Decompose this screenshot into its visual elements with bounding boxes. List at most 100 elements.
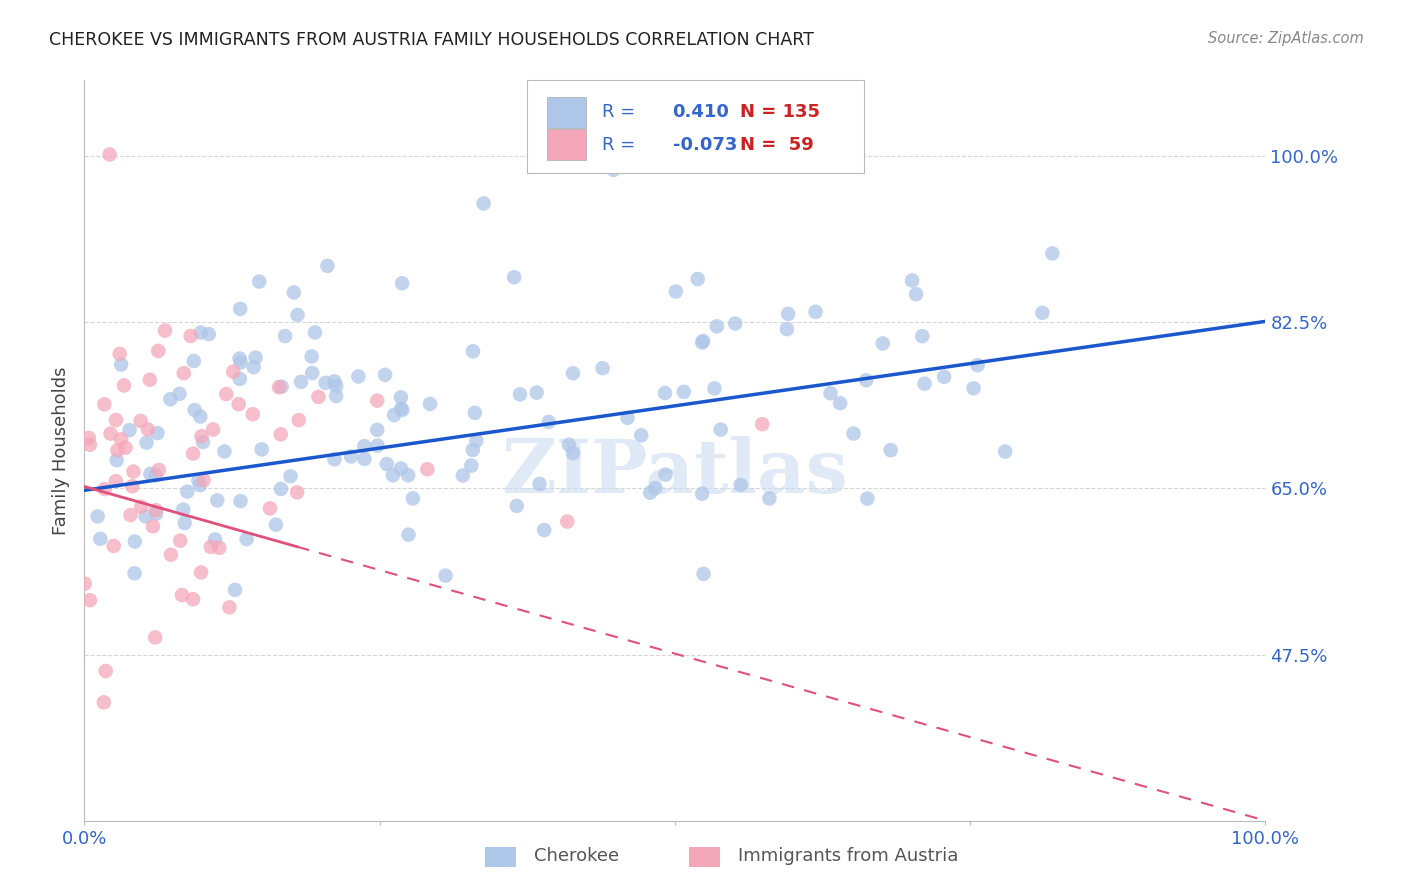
Point — [89, 532, 111, 546]
Point — [396, 468, 419, 483]
Point — [181, 446, 204, 460]
Point — [391, 277, 413, 291]
Point — [506, 499, 529, 513]
Point — [229, 301, 252, 316]
Point — [142, 519, 165, 533]
Point — [630, 428, 652, 442]
Point — [124, 566, 146, 581]
Point — [86, 509, 108, 524]
Point — [200, 540, 222, 554]
Point — [375, 457, 398, 471]
Point — [264, 517, 287, 532]
Point — [287, 308, 309, 322]
Point — [169, 533, 191, 548]
Point — [77, 431, 100, 445]
Point — [391, 403, 413, 417]
Point — [690, 486, 713, 500]
Point — [323, 374, 346, 388]
Point — [188, 409, 211, 424]
Point — [381, 468, 404, 483]
Point — [135, 509, 157, 524]
Point — [932, 369, 955, 384]
Point — [776, 322, 799, 336]
Point — [461, 442, 484, 457]
Point — [911, 329, 934, 343]
Point — [129, 500, 152, 514]
Point — [366, 423, 388, 437]
Point — [143, 631, 166, 645]
Point — [202, 422, 225, 436]
Point — [259, 501, 281, 516]
Point — [204, 533, 226, 547]
Point — [160, 548, 183, 562]
Point — [366, 393, 388, 408]
Point — [285, 485, 308, 500]
Point — [145, 468, 167, 483]
Point — [290, 375, 312, 389]
Point — [592, 361, 614, 376]
Point — [558, 438, 581, 452]
Point — [367, 439, 389, 453]
Point — [304, 326, 326, 340]
Point — [460, 458, 482, 473]
Point — [242, 360, 264, 375]
Point — [842, 426, 865, 441]
Point — [672, 384, 695, 399]
Point — [323, 452, 346, 467]
Point — [301, 350, 323, 364]
Point — [529, 476, 551, 491]
Point — [710, 423, 733, 437]
Y-axis label: Family Households: Family Households — [52, 367, 70, 534]
Point — [301, 366, 323, 380]
Point — [537, 415, 560, 429]
Point — [855, 373, 877, 387]
Point — [191, 435, 214, 450]
FancyBboxPatch shape — [527, 80, 863, 173]
Point — [654, 386, 676, 401]
Point — [79, 438, 101, 452]
Point — [270, 482, 292, 496]
Point — [856, 491, 879, 506]
Point — [872, 336, 894, 351]
Point — [562, 446, 585, 460]
Point — [308, 390, 330, 404]
Point — [235, 532, 257, 546]
Point — [1031, 306, 1053, 320]
Point — [966, 358, 988, 372]
Point — [183, 403, 205, 417]
Point — [389, 390, 412, 404]
Point — [190, 566, 212, 580]
Text: -0.073: -0.073 — [672, 136, 737, 153]
Point — [190, 326, 212, 340]
Text: R =: R = — [602, 136, 641, 153]
Point — [533, 523, 555, 537]
Point — [114, 441, 136, 455]
Point — [222, 365, 245, 379]
Point — [706, 319, 728, 334]
Point — [122, 465, 145, 479]
Point — [215, 387, 238, 401]
Point — [103, 539, 125, 553]
Point — [104, 474, 127, 488]
Point — [325, 379, 347, 393]
Point — [692, 566, 714, 581]
Point — [93, 397, 115, 411]
Bar — [547, 129, 586, 161]
Point — [616, 410, 638, 425]
Point — [108, 347, 131, 361]
Point — [994, 444, 1017, 458]
Text: N = 135: N = 135 — [740, 103, 820, 121]
Point — [703, 381, 725, 395]
Point — [218, 600, 240, 615]
Point — [181, 592, 204, 607]
Point — [183, 354, 205, 368]
Point — [172, 502, 194, 516]
Point — [229, 355, 252, 369]
Point — [112, 378, 135, 392]
Point — [93, 695, 115, 709]
Point — [461, 344, 484, 359]
Point — [778, 307, 800, 321]
Point — [229, 372, 252, 386]
Point — [914, 376, 936, 391]
Bar — [547, 96, 586, 128]
